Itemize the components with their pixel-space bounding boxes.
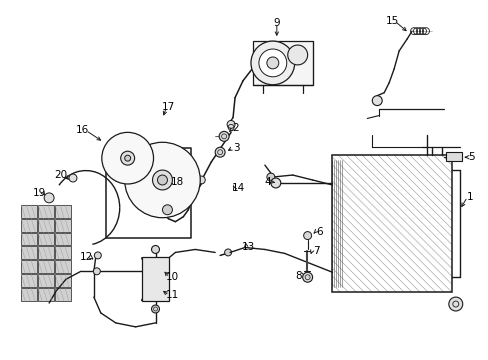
Bar	[21, 274, 37, 287]
Circle shape	[124, 155, 130, 161]
Text: 16: 16	[76, 125, 89, 135]
Bar	[332, 155, 451, 292]
Text: 15: 15	[385, 16, 398, 26]
Text: 19: 19	[33, 188, 46, 198]
Circle shape	[448, 297, 462, 311]
Circle shape	[258, 49, 286, 77]
Bar	[21, 205, 37, 218]
Circle shape	[266, 173, 274, 181]
Text: 2: 2	[232, 123, 239, 134]
Circle shape	[93, 268, 100, 275]
Bar	[38, 247, 54, 260]
Circle shape	[371, 96, 382, 105]
Text: 1: 1	[466, 192, 472, 202]
Text: 11: 11	[165, 290, 179, 300]
Bar	[55, 260, 71, 273]
Circle shape	[287, 45, 307, 65]
Text: 14: 14	[231, 183, 244, 193]
Text: 8: 8	[295, 271, 302, 281]
Bar	[55, 233, 71, 246]
Text: 6: 6	[316, 226, 322, 237]
Bar	[55, 274, 71, 287]
Bar	[38, 260, 54, 273]
Circle shape	[94, 252, 101, 259]
Text: 20: 20	[54, 170, 67, 180]
Text: 18: 18	[170, 177, 183, 187]
Text: 17: 17	[162, 102, 175, 112]
Circle shape	[151, 305, 159, 313]
Circle shape	[303, 231, 311, 239]
Circle shape	[224, 249, 231, 256]
Circle shape	[302, 272, 312, 282]
Bar	[21, 219, 37, 231]
Circle shape	[69, 174, 77, 182]
Circle shape	[197, 176, 205, 184]
Bar	[55, 205, 71, 218]
Bar	[38, 274, 54, 287]
Text: 13: 13	[241, 243, 254, 252]
Bar	[38, 205, 54, 218]
Bar	[38, 219, 54, 231]
Text: 3: 3	[232, 143, 239, 153]
Circle shape	[121, 151, 134, 165]
Bar	[21, 233, 37, 246]
Bar	[38, 288, 54, 301]
Bar	[445, 152, 461, 161]
Bar	[55, 288, 71, 301]
Bar	[105, 148, 191, 238]
Circle shape	[124, 142, 200, 218]
Circle shape	[102, 132, 153, 184]
Circle shape	[152, 170, 172, 190]
Circle shape	[266, 57, 278, 69]
Circle shape	[157, 175, 167, 185]
Text: 4: 4	[264, 177, 271, 187]
Circle shape	[215, 147, 224, 157]
Bar	[55, 247, 71, 260]
Text: 7: 7	[313, 247, 319, 256]
Circle shape	[219, 131, 228, 141]
Text: 5: 5	[468, 152, 474, 162]
Bar	[21, 288, 37, 301]
Bar	[21, 247, 37, 260]
Bar	[142, 257, 169, 301]
Circle shape	[270, 178, 280, 188]
Circle shape	[162, 205, 172, 215]
Circle shape	[250, 41, 294, 85]
Text: 12: 12	[80, 252, 93, 262]
Circle shape	[44, 193, 54, 203]
Bar	[21, 260, 37, 273]
Bar	[38, 233, 54, 246]
Bar	[55, 219, 71, 231]
Circle shape	[226, 121, 235, 129]
Text: 9: 9	[273, 18, 280, 28]
Bar	[252, 41, 312, 85]
Circle shape	[151, 246, 159, 253]
Text: 10: 10	[165, 272, 179, 282]
